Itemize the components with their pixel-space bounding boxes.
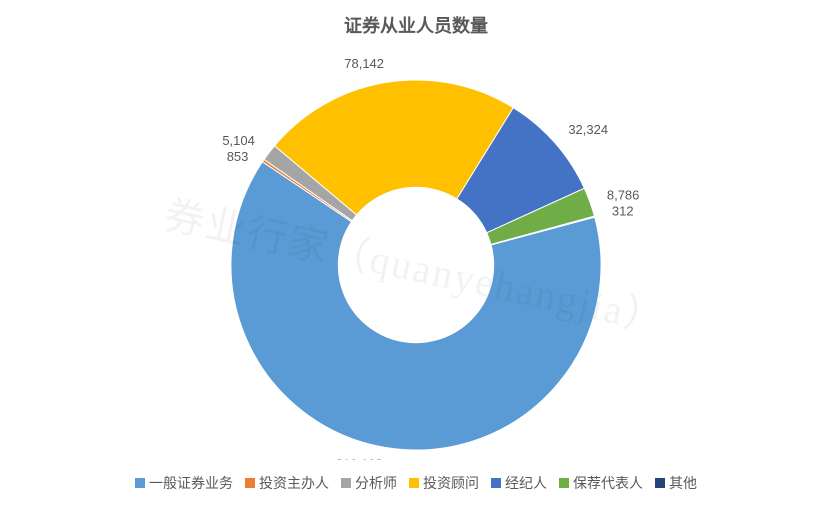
legend-label: 投资主办人 <box>259 473 329 493</box>
legend-swatch <box>491 478 501 488</box>
legend-item: 投资顾问 <box>409 473 479 493</box>
slice-label: 219,193 <box>336 457 383 460</box>
legend-item: 分析师 <box>341 473 397 493</box>
legend-item: 投资主办人 <box>245 473 329 493</box>
legend-item: 其他 <box>655 473 697 493</box>
chart-title: 证券从业人员数量 <box>0 12 832 38</box>
legend-swatch <box>135 478 145 488</box>
slice-label: 312 <box>612 203 634 218</box>
donut-chart: 219,193 8535,104 78,142 32,324 8,786312 <box>0 40 832 460</box>
legend-label: 经纪人 <box>505 473 547 493</box>
legend-item: 一般证券业务 <box>135 473 233 493</box>
slice-label: 8,786 <box>607 187 640 202</box>
legend-label: 一般证券业务 <box>149 473 233 493</box>
legend-item: 保荐代表人 <box>559 473 643 493</box>
legend-label: 保荐代表人 <box>573 473 643 493</box>
legend-swatch <box>409 478 419 488</box>
legend-label: 分析师 <box>355 473 397 493</box>
legend-swatch <box>245 478 255 488</box>
slice-label: 32,324 <box>568 122 608 137</box>
slice-label: 853 <box>227 149 249 164</box>
slice-label: 5,104 <box>222 133 255 148</box>
legend-swatch <box>559 478 569 488</box>
legend: 一般证券业务 投资主办人 分析师 投资顾问 经纪人 保荐代表人 其他 <box>0 473 832 493</box>
legend-swatch <box>655 478 665 488</box>
legend-label: 投资顾问 <box>423 473 479 493</box>
slice-label: 78,142 <box>344 56 384 71</box>
legend-swatch <box>341 478 351 488</box>
legend-item: 经纪人 <box>491 473 547 493</box>
legend-label: 其他 <box>669 473 697 493</box>
